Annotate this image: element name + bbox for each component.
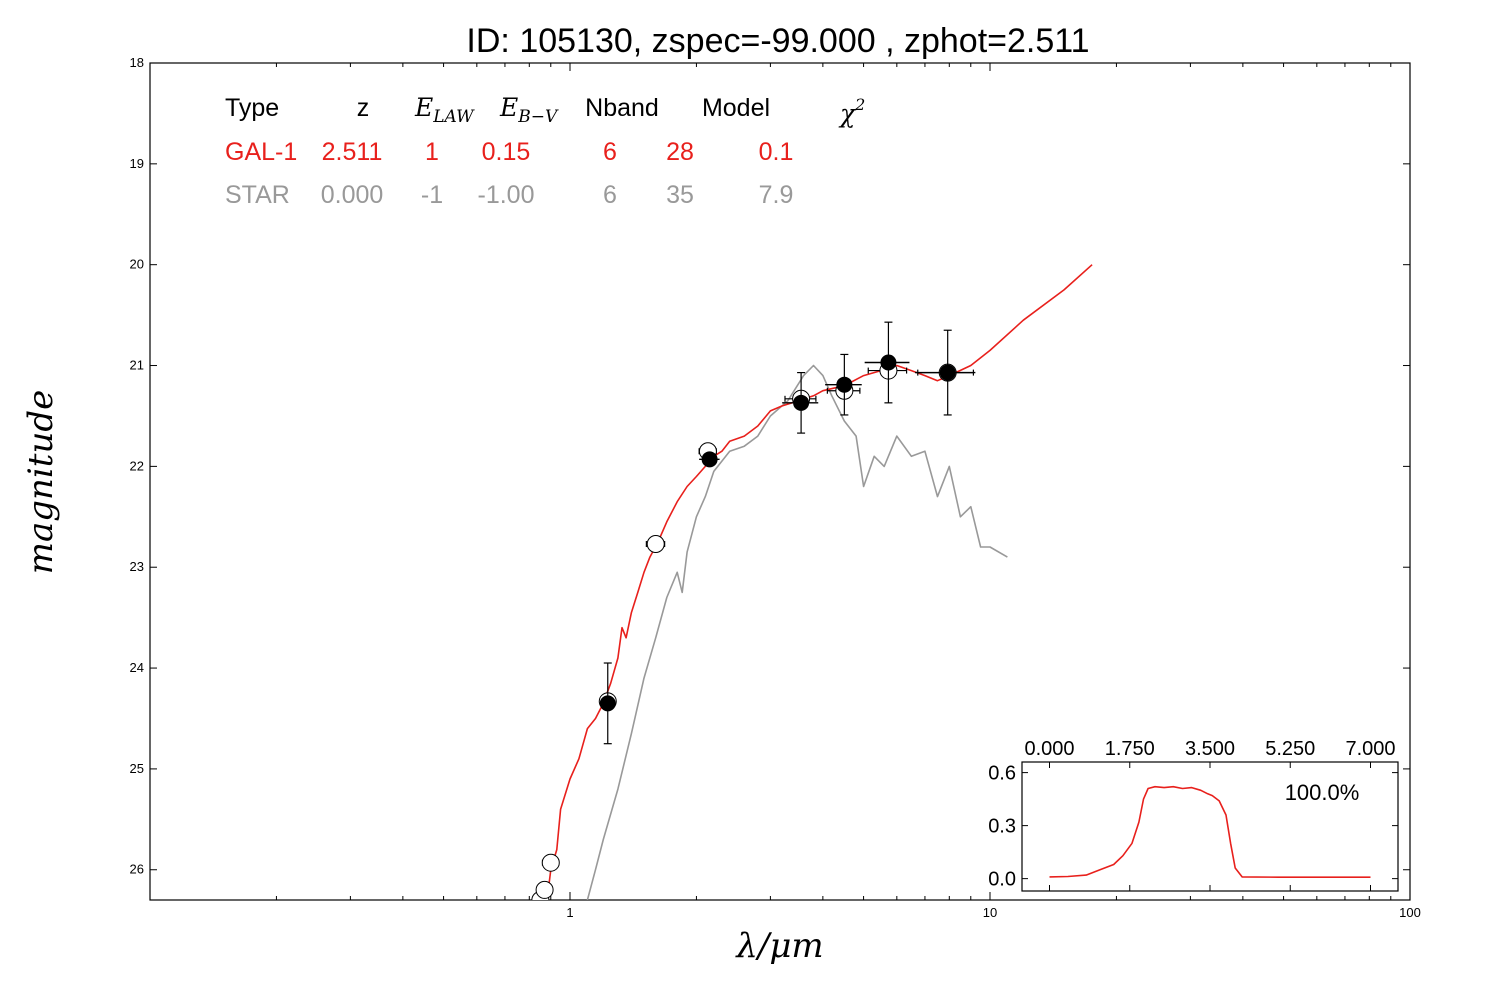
table-cell-r0-c3: 0.15 [482, 138, 531, 166]
y-axis-ticks: 18 19 20 21 22 23 24 25 26 [130, 55, 1410, 877]
inset-y-tick-label: 0.3 [988, 816, 1016, 838]
model-point [535, 880, 554, 899]
table-cell-r0-c1: 2.511 [322, 138, 383, 166]
fit-results-table: Type z Nband Model ELAW EB−V χ2 GAL-1 2.511 1 0.15… [225, 93, 865, 209]
y-tick-label: 26 [130, 862, 144, 877]
table-cell-r0-c0: GAL-1 [225, 138, 297, 166]
inset-x-tick-label: 0.000 [1024, 738, 1074, 760]
inset-x-tick-label: 5.250 [1265, 738, 1315, 760]
y-tick-label: 20 [130, 257, 144, 272]
chart-title: ID: 105130, zspec=-99.000 , zphot=2.511 [466, 22, 1089, 60]
inset-pdz-line [1049, 785, 1371, 878]
main-plot: 18 19 20 21 22 23 24 25 26 1 10 100 [130, 55, 1421, 920]
x-tick-label: 100 [1399, 905, 1421, 920]
inset-annotation: 100.0% [1285, 780, 1360, 805]
x-tick-label: 10 [983, 905, 997, 920]
photometry-points [531, 321, 976, 900]
x-tick-label: 1 [566, 905, 573, 920]
table-header-2: ELAW [414, 93, 475, 127]
table-header-5: Model [702, 94, 770, 122]
observed-point [599, 695, 616, 712]
table-cell-r1-c3: -1.00 [478, 181, 535, 209]
table-cell-r1-c1: 0.000 [321, 181, 384, 209]
x-axis-label: λ/μm [734, 926, 823, 966]
x-axis-ticks: 1 10 100 [275, 63, 1421, 920]
observed-point [836, 376, 853, 393]
inset-x-tick-label: 7.000 [1345, 738, 1395, 760]
table-cell-r1-c4: 6 [603, 181, 617, 209]
table-cell-r1-c6: 7.9 [759, 181, 794, 209]
table-cell-r1-c5: 35 [666, 181, 694, 209]
table-cell-r0-c5: 28 [666, 138, 694, 166]
table-cell-r0-c4: 6 [603, 138, 617, 166]
y-tick-label: 24 [130, 660, 144, 675]
inset-pdz-plot: 0.000 1.750 3.500 5.250 7.000 0.0 0.3 0.6 100.0% [988, 738, 1399, 892]
observed-point [793, 394, 810, 411]
inset-x-tick-label: 3.500 [1185, 738, 1235, 760]
y-tick-label: 21 [130, 358, 144, 373]
plot-frame [149, 62, 1411, 901]
model-point [541, 853, 560, 872]
y-tick-label: 23 [130, 559, 144, 574]
series-line-star [586, 364, 1008, 900]
y-tick-label: 25 [130, 761, 144, 776]
table-header-4: Nband [585, 94, 659, 122]
observed-point [939, 364, 956, 381]
model-point [646, 535, 665, 554]
table-header-3: EB−V [499, 93, 559, 127]
table-cell-r1-c2: -1 [421, 181, 443, 209]
table-cell-r0-c6: 0.1 [759, 138, 794, 166]
table-header-6: χ2 [838, 95, 865, 128]
table-cell-r1-c0: STAR [225, 181, 290, 209]
y-tick-label: 18 [130, 55, 144, 70]
observed-point [701, 451, 718, 468]
y-axis-label: magnitude [21, 390, 61, 575]
y-tick-label: 19 [130, 156, 144, 171]
observed-point [880, 354, 897, 371]
inset-y-tick-label: 0.6 [988, 763, 1016, 785]
inset-x-tick-label: 1.750 [1105, 738, 1155, 760]
y-tick-label: 22 [130, 458, 144, 473]
table-header-0: Type [225, 94, 279, 122]
table-header-1: z [357, 94, 370, 122]
inset-y-tick-label: 0.0 [988, 869, 1016, 891]
table-cell-r0-c2: 1 [425, 138, 439, 166]
